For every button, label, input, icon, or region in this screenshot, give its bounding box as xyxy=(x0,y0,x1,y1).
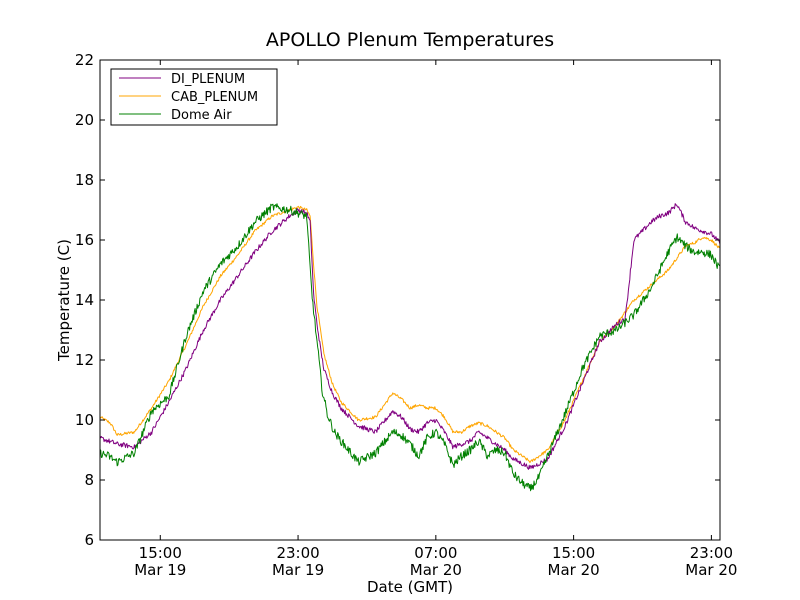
y-tick-label: 22 xyxy=(75,51,94,69)
x-tick-label-date: Mar 20 xyxy=(548,561,600,579)
series-line-dome-air xyxy=(100,203,720,492)
x-tick-label-date: Mar 20 xyxy=(410,561,462,579)
legend: DI_PLENUM CAB_PLENUM Dome Air xyxy=(110,68,278,126)
y-tick-label: 18 xyxy=(75,171,94,189)
plot-area xyxy=(100,60,720,540)
plot-frame xyxy=(99,59,721,541)
series-layer xyxy=(100,203,720,492)
y-tick-label: 16 xyxy=(75,231,94,249)
x-tick-label-time: 15:00 xyxy=(139,544,182,562)
legend-box xyxy=(110,68,278,126)
y-tick-label: 14 xyxy=(75,291,94,309)
legend-label: DI_PLENUM xyxy=(171,72,245,87)
x-tick-label-time: 07:00 xyxy=(414,544,457,562)
x-axis-label: Date (GMT) xyxy=(367,578,453,596)
chart-title: APOLLO Plenum Temperatures xyxy=(266,29,554,51)
x-tick-label-time: 15:00 xyxy=(552,544,595,562)
y-axis-label: Temperature (C) xyxy=(55,239,73,362)
x-tick-label-date: Mar 20 xyxy=(685,561,737,579)
legend-label: CAB_PLENUM xyxy=(171,90,258,105)
x-tick-label-date: Mar 19 xyxy=(272,561,324,579)
x-tick-label-time: 23:00 xyxy=(690,544,733,562)
x-tick-label-date: Mar 19 xyxy=(134,561,186,579)
y-tick-label: 6 xyxy=(84,531,94,549)
y-tick-label: 12 xyxy=(75,351,94,369)
x-tick-label-time: 23:00 xyxy=(276,544,319,562)
legend-label: Dome Air xyxy=(171,108,232,123)
y-tick-label: 20 xyxy=(75,111,94,129)
series-line-di-plenum xyxy=(100,203,720,470)
y-tick-label: 8 xyxy=(84,471,94,489)
y-tick-label: 10 xyxy=(75,411,94,429)
